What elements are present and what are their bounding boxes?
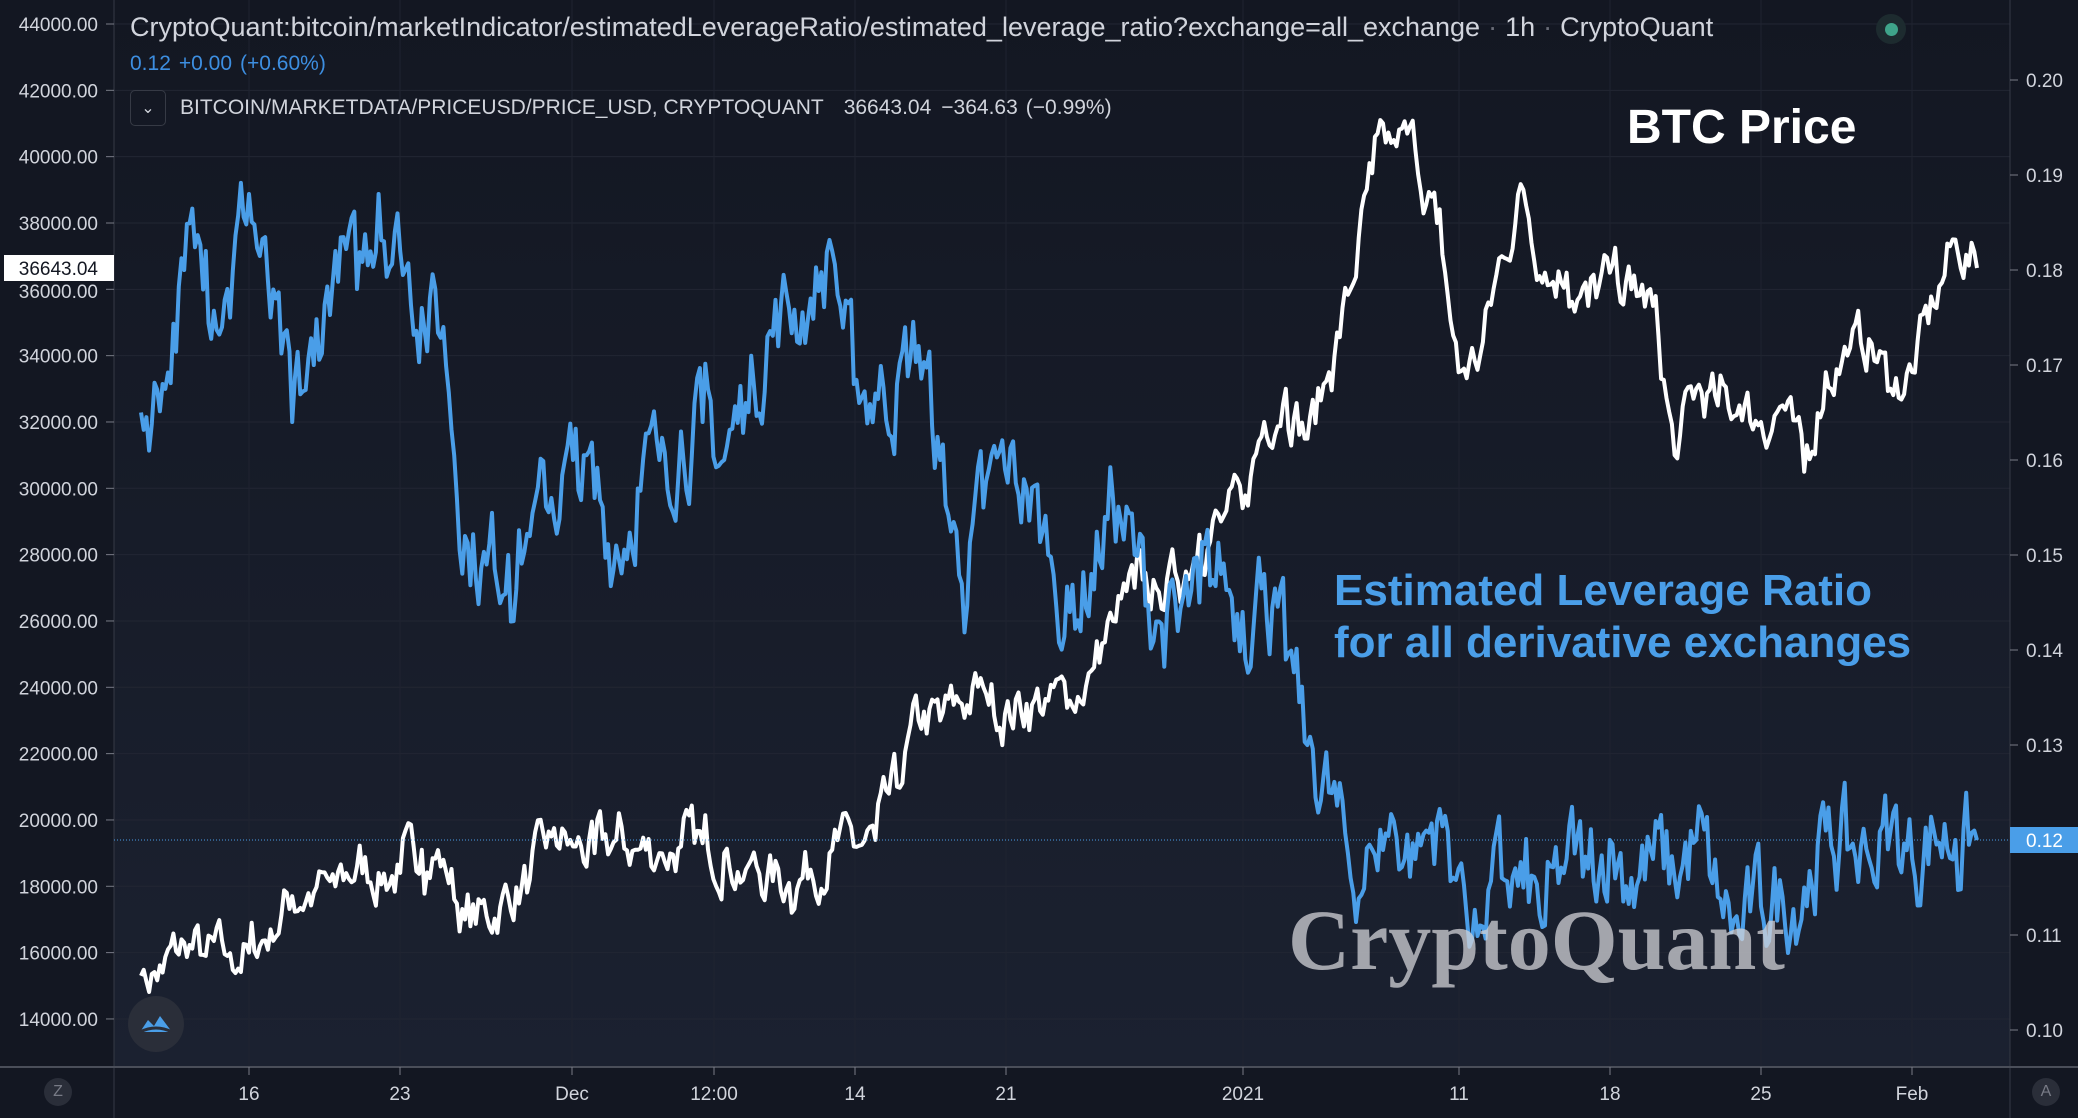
- left-tick-label: 44000.00: [19, 15, 98, 36]
- right-tick-label: 0.20: [2026, 71, 2063, 92]
- time-axis[interactable]: 16 23 Dec 12:00 14 21 2021 11 18 25 Feb: [0, 1066, 2078, 1105]
- series-change: −364.63: [941, 96, 1018, 119]
- leverage-annotation-line2: for all derivative exchanges: [1334, 618, 1912, 667]
- chevron-down-icon[interactable]: ⌄: [130, 90, 166, 126]
- right-tick-label: 0.16: [2026, 451, 2063, 472]
- indicator-change-pct: (+0.60%): [240, 52, 326, 75]
- right-tick-label: 0.10: [2026, 1021, 2063, 1042]
- right-tick-label: 0.19: [2026, 166, 2063, 187]
- right-ratio-axis[interactable]: 0.20 0.19 0.18 0.17 0.16 0.15 0.14 0.13 0.11 0.10: [2009, 0, 2063, 1118]
- price-last-value-box: [4, 254, 114, 281]
- time-tick-label: Dec: [555, 1084, 589, 1105]
- leverage-annotation: Estimated Leverage Ratio for all derivat…: [1334, 565, 1911, 669]
- left-tick-label: 32000.00: [19, 413, 98, 434]
- series-name: BITCOIN/MARKETDATA/PRICEUSD/PRICE_USD, C…: [180, 96, 824, 119]
- left-tick-label: 14000.00: [19, 1010, 98, 1031]
- left-tick-label: 34000.00: [19, 347, 98, 368]
- cryptoquant-logo-icon[interactable]: [128, 996, 184, 1052]
- time-tick-label: 16: [238, 1084, 259, 1105]
- right-tick-label: 0.14: [2026, 641, 2063, 662]
- right-tick-label: 0.18: [2026, 261, 2063, 282]
- right-tick-label: 0.11: [2026, 926, 2062, 947]
- time-tick-label: 14: [844, 1084, 866, 1105]
- series-lines: [139, 118, 1979, 994]
- left-tick-label: 16000.00: [19, 944, 98, 965]
- series-line-estimated-leverage-ratio: [139, 180, 1979, 955]
- right-tick-label: 0.15: [2026, 546, 2063, 567]
- price-last-value-label: 36643.04: [19, 259, 99, 280]
- left-tick-label: 30000.00: [19, 479, 98, 500]
- left-tick-label: 20000.00: [19, 811, 98, 832]
- time-tick-label: 21: [995, 1084, 1016, 1105]
- time-tick-label: 2021: [1222, 1084, 1264, 1105]
- time-tick-label: 18: [1599, 1084, 1620, 1105]
- left-tick-label: 24000.00: [19, 678, 98, 699]
- zoom-button[interactable]: Z: [44, 1078, 72, 1106]
- auto-scale-button[interactable]: A: [2032, 1078, 2060, 1106]
- left-price-axis[interactable]: 44000.00 42000.00 40000.00 38000.00 36000.00…: [19, 0, 115, 1118]
- left-tick-label: 26000.00: [19, 612, 98, 633]
- market-status-icon[interactable]: [1876, 14, 1906, 44]
- series-value: 36643.04: [843, 96, 932, 119]
- right-tick-label: 0.17: [2026, 356, 2063, 377]
- indicator-value: 0.12: [130, 52, 171, 75]
- left-tick-label: 36000.00: [19, 282, 98, 303]
- indicator-values: 0.12 +0.00 (+0.60%): [130, 52, 334, 76]
- left-tick-label: 22000.00: [19, 745, 98, 766]
- last-value-markers: 0.12 36643.04: [4, 254, 2078, 853]
- time-tick-label: 25: [1750, 1084, 1771, 1105]
- indicator-change: +0.00: [178, 52, 233, 75]
- series-change-pct: (−0.99%): [1025, 96, 1112, 119]
- left-tick-label: 38000.00: [19, 214, 98, 235]
- interval: 1h: [1505, 12, 1536, 42]
- time-tick-label: 23: [389, 1084, 410, 1105]
- price-series-legend: ⌄ BITCOIN/MARKETDATA/PRICEUSD/PRICE_USD,…: [130, 90, 1112, 126]
- indicator-name: CryptoQuant:bitcoin/marketIndicator/esti…: [130, 12, 1481, 42]
- left-tick-label: 18000.00: [19, 877, 98, 898]
- btc-price-annotation: BTC Price: [1627, 101, 1857, 154]
- source: CryptoQuant: [1560, 12, 1714, 42]
- leverage-annotation-line1: Estimated Leverage Ratio: [1334, 566, 1872, 615]
- time-tick-label: 12:00: [690, 1084, 738, 1105]
- plot-area: [114, 0, 2010, 1067]
- cryptoquant-watermark: CryptoQuant: [1288, 892, 1785, 988]
- left-tick-label: 42000.00: [19, 81, 98, 102]
- grid: [114, 0, 2010, 1067]
- left-tick-label: 40000.00: [19, 148, 98, 169]
- indicator-legend-title[interactable]: CryptoQuant:bitcoin/marketIndicator/esti…: [130, 12, 1714, 42]
- time-tick-label: 11: [1449, 1084, 1469, 1105]
- series-line-btc-price: [139, 118, 1979, 994]
- leverage-last-value-box: [2010, 827, 2078, 853]
- left-tick-label: 28000.00: [19, 546, 98, 567]
- right-tick-label: 0.13: [2026, 736, 2063, 757]
- time-tick-label: Feb: [1896, 1084, 1929, 1105]
- leverage-last-value-label: 0.12: [2026, 831, 2063, 852]
